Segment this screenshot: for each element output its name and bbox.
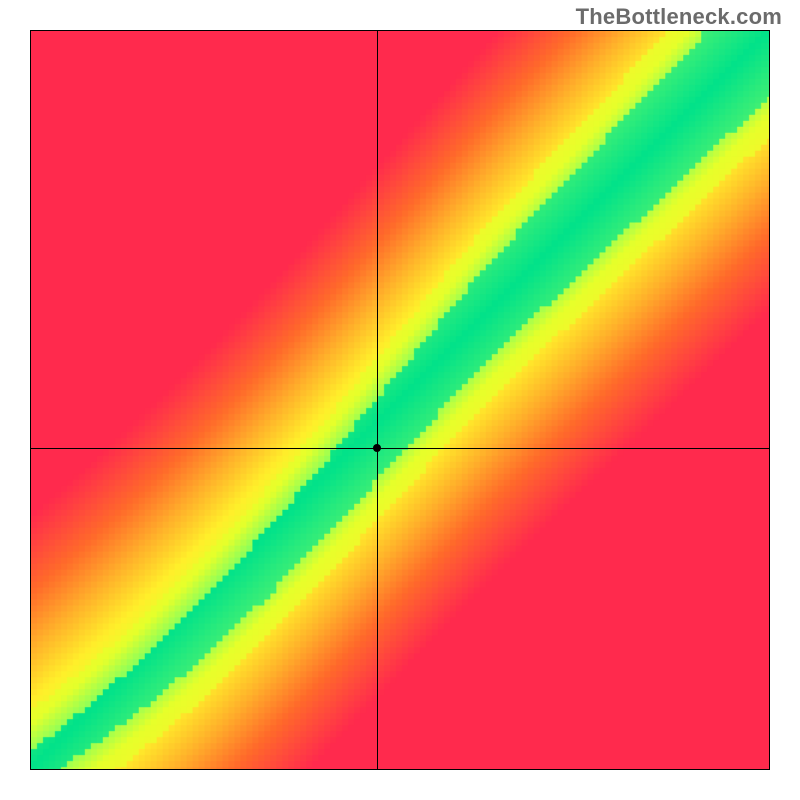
watermark-text: TheBottleneck.com	[576, 4, 782, 30]
heatmap-plot	[30, 30, 770, 770]
heatmap-canvas	[31, 31, 769, 769]
